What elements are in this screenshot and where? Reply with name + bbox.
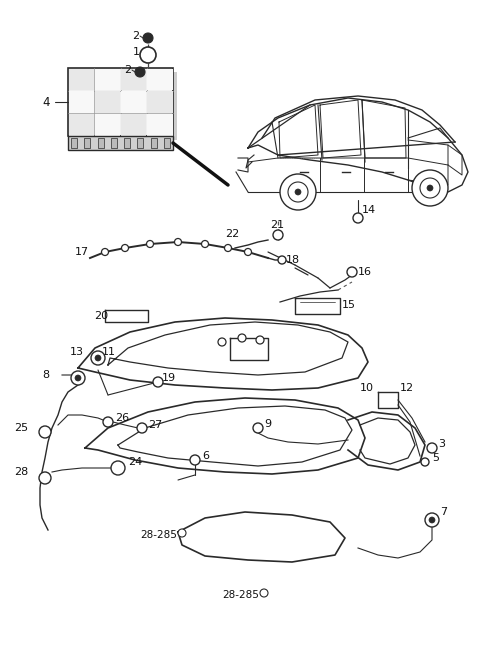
- Circle shape: [75, 375, 81, 381]
- Bar: [151, 138, 156, 148]
- Circle shape: [225, 245, 231, 251]
- Circle shape: [244, 249, 252, 255]
- Text: 8: 8: [42, 370, 49, 380]
- Circle shape: [425, 513, 439, 527]
- Circle shape: [427, 443, 437, 453]
- Circle shape: [153, 377, 163, 387]
- Circle shape: [347, 267, 357, 277]
- Text: 5: 5: [432, 453, 439, 463]
- Text: 15: 15: [342, 300, 356, 310]
- Text: 3: 3: [438, 439, 445, 449]
- Text: 28: 28: [14, 467, 28, 477]
- Text: 12: 12: [400, 383, 414, 393]
- Bar: [97, 138, 104, 148]
- Text: 4: 4: [42, 96, 49, 108]
- Text: 10: 10: [360, 383, 374, 393]
- Text: 28-285: 28-285: [222, 590, 259, 600]
- Circle shape: [202, 241, 208, 247]
- Bar: [121, 91, 146, 113]
- Circle shape: [95, 355, 101, 361]
- Text: 28-285: 28-285: [140, 530, 177, 540]
- Text: 21: 21: [270, 220, 284, 230]
- Circle shape: [278, 256, 286, 264]
- Bar: [68, 136, 173, 150]
- Bar: [121, 114, 146, 136]
- Circle shape: [143, 33, 153, 43]
- Bar: [71, 138, 77, 148]
- Text: 6: 6: [202, 451, 209, 461]
- Circle shape: [39, 426, 51, 438]
- Bar: [111, 138, 117, 148]
- Bar: [69, 91, 94, 113]
- Bar: [95, 114, 120, 136]
- Circle shape: [135, 67, 145, 77]
- Circle shape: [260, 589, 268, 597]
- Text: 9: 9: [264, 419, 271, 429]
- Bar: [124, 138, 130, 148]
- Bar: [147, 91, 172, 113]
- Text: 26: 26: [115, 413, 129, 423]
- Text: 24: 24: [128, 457, 142, 467]
- Bar: [164, 138, 170, 148]
- Text: 14: 14: [362, 205, 376, 215]
- Circle shape: [273, 230, 283, 240]
- Circle shape: [420, 178, 440, 198]
- Text: 13: 13: [70, 347, 84, 357]
- Text: 18: 18: [286, 255, 300, 265]
- Text: 17: 17: [75, 247, 89, 257]
- Circle shape: [190, 455, 200, 465]
- Circle shape: [280, 174, 316, 210]
- Text: 20: 20: [94, 311, 108, 321]
- Circle shape: [253, 423, 263, 433]
- Circle shape: [178, 529, 186, 537]
- Circle shape: [175, 239, 181, 245]
- Bar: [84, 138, 90, 148]
- Circle shape: [429, 517, 435, 523]
- Bar: [147, 114, 172, 136]
- Circle shape: [140, 47, 156, 63]
- Text: 1: 1: [133, 47, 140, 57]
- Text: 2: 2: [132, 31, 139, 41]
- Bar: [147, 68, 172, 90]
- Circle shape: [421, 458, 429, 466]
- Circle shape: [111, 461, 125, 475]
- Text: 16: 16: [358, 267, 372, 277]
- Text: 7: 7: [440, 507, 447, 517]
- Text: 2: 2: [124, 65, 131, 75]
- Circle shape: [238, 334, 246, 342]
- Circle shape: [218, 338, 226, 346]
- Bar: [69, 114, 94, 136]
- Circle shape: [427, 185, 433, 191]
- Bar: [137, 138, 144, 148]
- Circle shape: [353, 213, 363, 223]
- Circle shape: [39, 472, 51, 484]
- Bar: [121, 68, 146, 90]
- Bar: [95, 68, 120, 90]
- Bar: [69, 68, 94, 90]
- Circle shape: [121, 245, 129, 251]
- Circle shape: [101, 249, 108, 255]
- Circle shape: [412, 170, 448, 206]
- Circle shape: [295, 189, 301, 195]
- Text: 25: 25: [14, 423, 28, 433]
- Circle shape: [91, 351, 105, 365]
- Polygon shape: [72, 72, 177, 140]
- Circle shape: [256, 336, 264, 344]
- Circle shape: [103, 417, 113, 427]
- Bar: [68, 68, 173, 136]
- Text: 11: 11: [102, 347, 116, 357]
- Bar: [95, 91, 120, 113]
- Circle shape: [71, 371, 85, 385]
- Text: 19: 19: [162, 373, 176, 383]
- Text: 27: 27: [148, 420, 162, 430]
- Text: 22: 22: [225, 229, 239, 239]
- Circle shape: [288, 182, 308, 202]
- Circle shape: [137, 423, 147, 433]
- Circle shape: [146, 241, 154, 247]
